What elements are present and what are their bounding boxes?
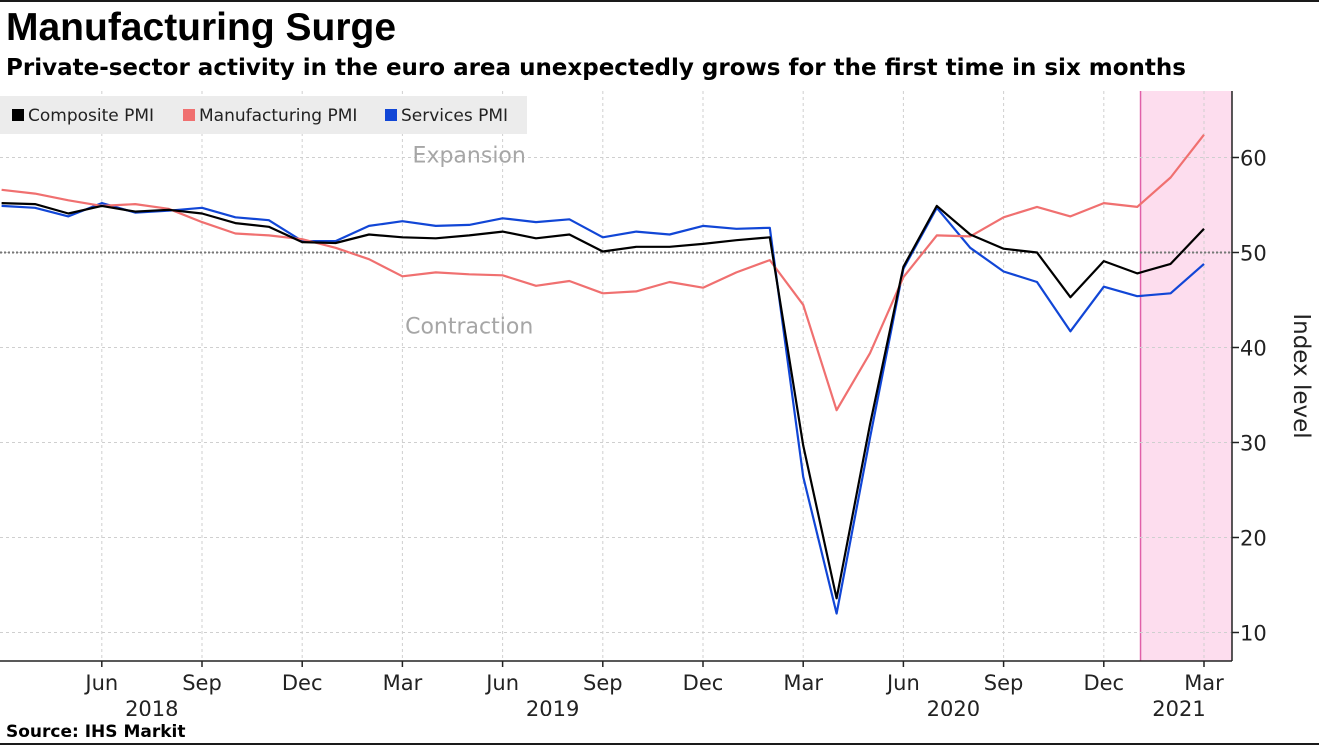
source-note: Source: IHS Markit xyxy=(6,722,186,742)
legend-swatch-services-pmi xyxy=(385,109,397,121)
x-year-label: 2020 xyxy=(927,697,980,716)
series-line-manufacturing-pmi xyxy=(1,134,1205,412)
bottom-border xyxy=(0,743,1319,745)
legend-label-composite-pmi: Composite PMI xyxy=(28,106,154,126)
x-tick-label: Mar xyxy=(1184,671,1224,695)
x-year-label: 2019 xyxy=(526,697,579,716)
x-tick-label: Jun xyxy=(484,671,519,695)
series-line-composite-pmi xyxy=(1,202,1205,600)
x-year-label: 2018 xyxy=(125,697,178,716)
x-tick-label: Dec xyxy=(683,671,724,695)
y-tick-label: 60 xyxy=(1240,147,1267,171)
x-tick-label: Dec xyxy=(282,671,323,695)
y-tick-label: 50 xyxy=(1240,242,1267,266)
y-tick-label: 20 xyxy=(1240,527,1267,551)
series-line-services-pmi xyxy=(1,201,1205,615)
y-tick-label: 30 xyxy=(1240,432,1267,456)
y-axis-title: Index level xyxy=(1288,313,1314,438)
annotation-expansion: Expansion xyxy=(413,143,526,168)
chart-title: Manufacturing Surge xyxy=(6,6,397,49)
x-tick-label: Sep xyxy=(583,671,623,695)
x-tick-label: Jun xyxy=(83,671,118,695)
top-border xyxy=(0,0,1319,2)
y-tick-label: 10 xyxy=(1240,622,1267,646)
annotation-contraction: Contraction xyxy=(405,314,533,339)
chart-subtitle: Private-sector activity in the euro area… xyxy=(6,55,1186,81)
legend-swatch-composite-pmi xyxy=(12,109,24,121)
x-tick-label: Jun xyxy=(885,671,920,695)
legend-swatch-manufacturing-pmi xyxy=(183,109,195,121)
x-year-label: 2021 xyxy=(1152,697,1205,716)
line-chart: Expansion Contraction 10 20 30 40 50 60 Jun 201… xyxy=(0,91,1314,716)
x-tick-label: Sep xyxy=(182,671,222,695)
legend-box xyxy=(0,96,527,134)
y-tick-label: 40 xyxy=(1240,337,1267,361)
x-tick-label: Dec xyxy=(1083,671,1124,695)
x-tick-label: Sep xyxy=(984,671,1024,695)
legend-label-services-pmi: Services PMI xyxy=(401,106,508,126)
x-tick-label: Mar xyxy=(383,671,423,695)
highlight-band xyxy=(1140,91,1232,661)
x-tick-label: Mar xyxy=(783,671,823,695)
legend-label-manufacturing-pmi: Manufacturing PMI xyxy=(199,106,357,126)
